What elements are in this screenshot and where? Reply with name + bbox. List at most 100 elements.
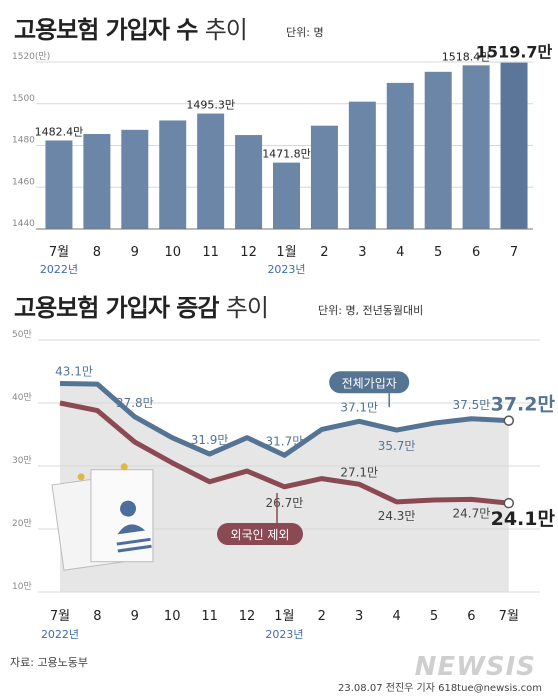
line-chart-unit: 단위: 명, 전년동월대비	[318, 304, 424, 317]
line-x-label: 12	[239, 609, 256, 624]
bar-data-label: 1471.8만	[262, 148, 311, 161]
bar	[500, 62, 528, 229]
total-data-label: 35.7만	[378, 439, 416, 453]
bar-y-tick-label: 1520(만)	[12, 51, 50, 62]
bar-year-label: 2023년	[267, 263, 305, 276]
bar-x-label: 10	[164, 245, 181, 260]
line-x-label: 11	[201, 609, 218, 624]
bar-y-tick-label: 1480	[12, 136, 35, 146]
line-x-label: 2	[318, 609, 326, 624]
bar-chart-title-light: 추이	[204, 16, 248, 44]
line-x-label: 9	[131, 609, 139, 624]
resume-person-head	[120, 500, 137, 517]
resume-illustration	[51, 463, 154, 571]
bar-y-tick-label: 1440	[12, 219, 35, 229]
line-year-label: 2022년	[41, 628, 79, 641]
bar	[197, 113, 225, 229]
source-note: 자료: 고용노동부	[10, 656, 89, 669]
bar	[121, 129, 149, 229]
foreign-data-label: 24.1만	[491, 508, 556, 530]
bar-x-label: 7	[510, 245, 518, 260]
bar-chart-title-bold: 고용보험 가입자 수	[14, 16, 198, 44]
foreign-data-label: 26.7만	[266, 496, 304, 510]
line-chart: 10만 20만 30만 40만 50만 43.1만 37.8만 31.9만 31.7만 37.1만…	[12, 329, 556, 641]
bar-chart-unit: 단위: 명	[286, 26, 324, 39]
bar-x-label: 4	[396, 245, 404, 260]
line-chart-title-light: 추이	[225, 294, 269, 322]
bar-year-label: 2022년	[40, 263, 78, 276]
foreign-data-label: 24.3만	[378, 509, 416, 523]
total-data-label: 31.7만	[266, 434, 304, 448]
bar-x-label: 5	[434, 245, 442, 260]
resume-text-line	[116, 537, 151, 546]
bar-x-label: 2	[320, 245, 328, 260]
foreign-series-line	[59, 400, 510, 506]
bar	[310, 125, 338, 229]
bar	[159, 120, 187, 229]
bar-x-label: 11	[202, 245, 219, 260]
line-x-label: 10	[164, 609, 181, 624]
total-data-label: 37.8만	[116, 396, 154, 410]
bar	[348, 101, 376, 229]
total-data-label: 43.1만	[55, 364, 93, 378]
total-data-label: 37.2만	[491, 394, 556, 416]
resume-person-body	[117, 524, 146, 535]
line-y-tick-label: 50만	[12, 329, 32, 340]
bar	[462, 65, 490, 229]
bar-x-label: 3	[358, 245, 366, 260]
bar-y-tick-label: 1460	[12, 177, 35, 187]
line-x-label: 7월	[499, 609, 519, 624]
total-callout-label: 전체가입자	[342, 376, 397, 390]
line-y-tick-label: 10만	[12, 581, 32, 592]
bar-data-label: 1495.3만	[186, 99, 235, 112]
foreign-callout-label: 외국인 제외	[230, 528, 289, 542]
line-x-label: 7월	[50, 609, 70, 624]
line-chart-title: 고용보험 가입자 증감 추이	[14, 288, 269, 323]
line-y-tick-label: 30만	[12, 455, 32, 466]
bar-x-label: 12	[240, 245, 257, 260]
bar-x-label: 8	[93, 245, 101, 260]
foreign-end-marker	[503, 497, 515, 509]
line-x-label: 1월	[274, 609, 294, 624]
bar	[83, 134, 111, 229]
credit-line: 23.08.07 전진우 기자 618tue@newsis.com	[338, 683, 542, 694]
total-end-marker	[503, 415, 515, 426]
bar-x-label: 6	[472, 245, 480, 260]
bar-chart-title: 고용보험 가입자 수 추이	[14, 10, 248, 45]
bar	[424, 71, 452, 229]
total-data-label: 37.1만	[340, 400, 378, 414]
line-year-label: 2023년	[265, 628, 303, 641]
line-x-label: 5	[430, 609, 438, 624]
bar-y-tick-label: 1500	[12, 94, 35, 104]
bar-x-label: 1월	[276, 245, 296, 260]
bar-data-label: 1519.7만	[476, 43, 553, 62]
bar-chart: 1440 1460 1480 1500 1520(만) 7월 8 9 10 11 12 1월 2 3 4 5 6…	[12, 43, 553, 276]
line-y-tick-label: 40만	[12, 392, 32, 403]
bar	[235, 135, 263, 229]
total-data-label: 37.5만	[453, 398, 491, 412]
bar	[386, 82, 414, 229]
resume-pin	[77, 473, 85, 481]
bar-data-label: 1518.4만	[442, 50, 491, 63]
foreign-data-label: 24.7만	[453, 506, 491, 520]
total-callout-box	[329, 371, 410, 394]
bar-x-label: 7월	[49, 245, 69, 260]
foreign-data-label: 27.1만	[340, 465, 378, 479]
watermark-logo: NEWSIS	[414, 652, 536, 682]
bar	[45, 140, 73, 229]
foreign-callout-box	[217, 523, 303, 546]
line-x-label: 4	[392, 609, 400, 624]
total-data-label: 31.9만	[191, 433, 229, 447]
bar-x-label: 9	[131, 245, 139, 260]
bar	[273, 162, 300, 229]
line-x-label: 3	[355, 609, 363, 624]
line-x-label: 6	[467, 609, 475, 624]
resume-text-line	[117, 544, 152, 553]
line-x-label: 8	[93, 609, 101, 624]
bar-data-label: 1482.4만	[35, 125, 84, 138]
resume-pin	[120, 463, 128, 471]
line-y-tick-label: 20만	[12, 518, 32, 529]
line-chart-title-bold: 고용보험 가입자 증감	[14, 294, 219, 322]
total-series-line	[59, 380, 509, 458]
